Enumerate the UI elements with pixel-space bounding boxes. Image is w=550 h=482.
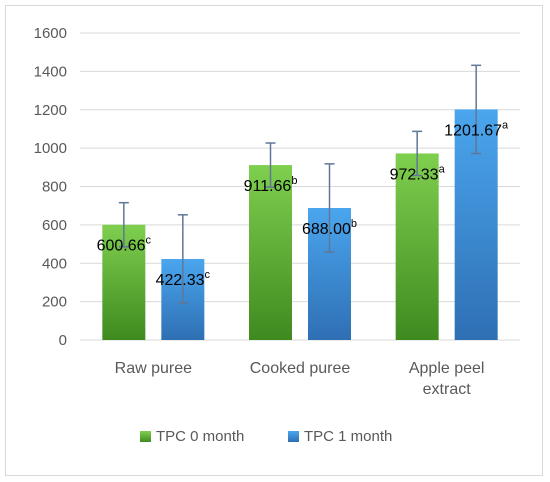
error-bars xyxy=(118,64,482,304)
data-label: 688.00b xyxy=(302,218,357,238)
category-label: Apple peel extract xyxy=(409,360,485,398)
category-label: Raw puree xyxy=(115,360,192,377)
legend-label: TPC 1 month xyxy=(304,428,392,445)
error-bar xyxy=(412,130,423,177)
y-tick-label: 800 xyxy=(42,179,67,196)
gridlines xyxy=(80,32,520,341)
y-tick-label: 200 xyxy=(42,294,67,311)
data-label: 600.66c xyxy=(97,235,152,255)
legend-label: TPC 0 month xyxy=(156,428,244,445)
legend: TPC 0 month TPC 1 month xyxy=(140,428,392,445)
bar-tpc-0-month xyxy=(249,165,292,340)
error-bar xyxy=(265,142,276,188)
y-tick-label: 400 xyxy=(42,255,67,272)
data-label: 422.33c xyxy=(156,269,211,289)
error-bar xyxy=(177,214,188,304)
data-label: 911.66b xyxy=(244,175,298,195)
legend-swatch xyxy=(288,431,299,442)
error-bar xyxy=(324,163,335,253)
y-tick-label: 1600 xyxy=(34,25,67,42)
y-tick-label: 1200 xyxy=(34,102,67,119)
y-tick-label: 1400 xyxy=(34,63,67,80)
category-labels: Raw puree Cooked puree Apple peel extract xyxy=(115,360,485,398)
legend-swatch xyxy=(140,431,151,442)
y-axis-ticks: 0 200 400 600 800 1000 1200 1400 1600 xyxy=(34,25,67,349)
data-label: 972.33a xyxy=(390,163,446,183)
y-tick-label: 1000 xyxy=(34,140,67,157)
error-bar xyxy=(471,64,482,155)
error-bar xyxy=(118,201,129,248)
category-label: Cooked puree xyxy=(250,360,351,377)
y-tick-label: 600 xyxy=(42,217,67,234)
bar-tpc-0-month xyxy=(395,153,439,340)
data-label: 1201.67a xyxy=(444,119,509,139)
y-tick-label: 0 xyxy=(59,332,67,349)
bars xyxy=(102,109,498,340)
